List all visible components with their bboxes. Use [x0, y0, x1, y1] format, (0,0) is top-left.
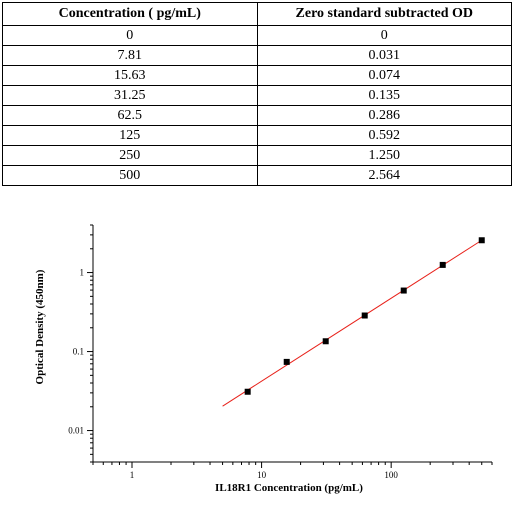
- y-tick-label: 0.1: [73, 347, 84, 357]
- y-axis-title: Optical Density (450nm): [34, 269, 46, 384]
- standard-curve-table: Concentration ( pg/mL) Zero standard sub…: [2, 2, 512, 186]
- table-row: 31.25 0.135: [2, 85, 512, 106]
- data-point: [439, 261, 446, 268]
- concentration-cell: 7.81: [2, 45, 258, 66]
- x-axis-title: IL18R1 Concentration (pg/mL): [215, 482, 363, 494]
- data-point: [322, 338, 329, 345]
- x-tick-label: 1: [130, 470, 135, 480]
- concentration-cell: 500: [2, 165, 258, 186]
- od-cell: 2.564: [256, 165, 512, 186]
- data-point: [400, 287, 407, 294]
- table-row: 7.81 0.031: [2, 45, 512, 66]
- x-tick-label: 10: [257, 470, 267, 480]
- data-point: [283, 358, 290, 365]
- column-header-concentration: Concentration ( pg/mL): [2, 2, 258, 26]
- x-tick-label: 100: [384, 470, 398, 480]
- fit-line: [222, 239, 483, 407]
- tick-marks: [87, 224, 493, 468]
- data-point: [478, 237, 485, 244]
- axes: [92, 225, 492, 463]
- data-points: [244, 237, 485, 395]
- table-header-row: Concentration ( pg/mL) Zero standard sub…: [2, 2, 512, 26]
- y-tick-label: 1: [80, 268, 85, 278]
- fit-line-group: [222, 239, 483, 407]
- data-point: [244, 388, 251, 395]
- column-header-od: Zero standard subtracted OD: [256, 2, 512, 26]
- table-row: 250 1.250: [2, 145, 512, 166]
- y-tick-label: 0.01: [68, 426, 84, 436]
- od-cell: 0.592: [256, 125, 512, 146]
- table-row: 125 0.592: [2, 125, 512, 146]
- table-row: 500 2.564: [2, 165, 512, 186]
- data-point: [361, 312, 368, 319]
- tick-labels: 1 10 100 0.01 0.1 1: [68, 268, 398, 480]
